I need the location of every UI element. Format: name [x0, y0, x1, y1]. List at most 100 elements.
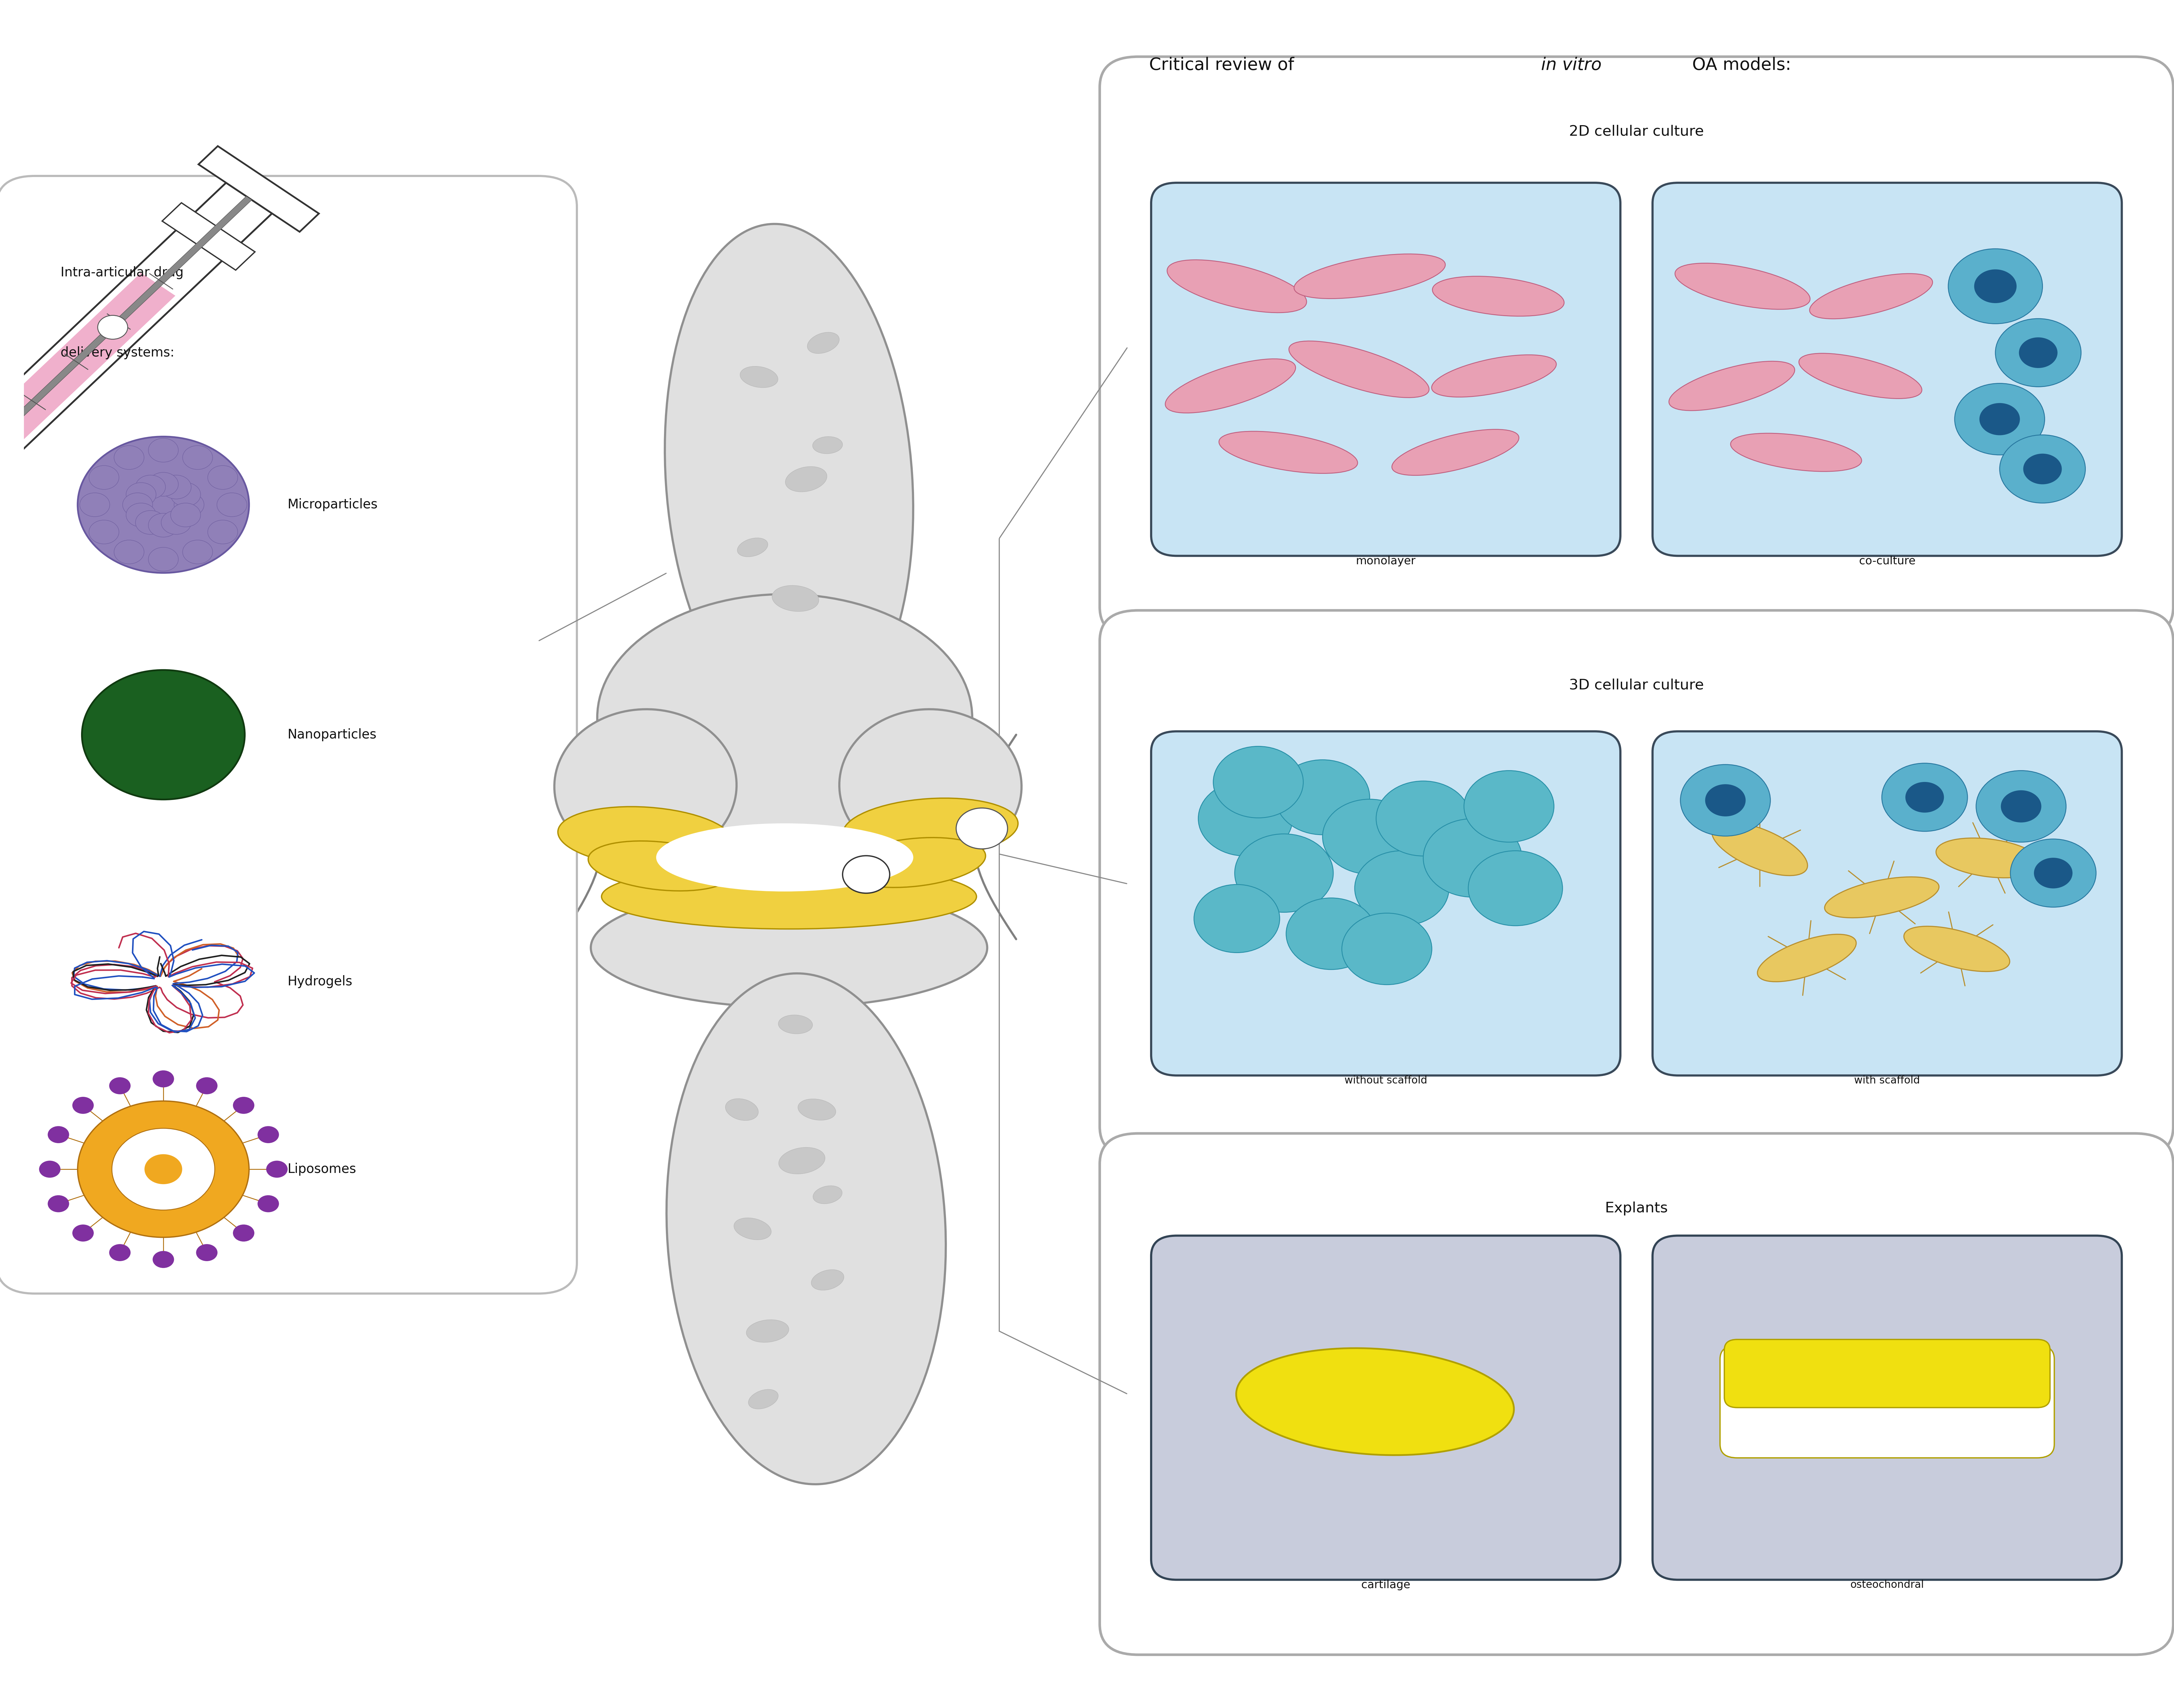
Circle shape [209, 466, 237, 490]
Ellipse shape [798, 1098, 835, 1120]
Text: monolayer: monolayer [1357, 555, 1415, 567]
Circle shape [183, 446, 213, 470]
Circle shape [109, 1078, 130, 1095]
FancyBboxPatch shape [1724, 1339, 2050, 1407]
Circle shape [1954, 383, 2046, 454]
Circle shape [48, 1196, 70, 1213]
Ellipse shape [1670, 360, 1796, 410]
Ellipse shape [778, 1148, 824, 1173]
Circle shape [1463, 770, 1554, 842]
Circle shape [1354, 851, 1450, 926]
Circle shape [2035, 857, 2072, 888]
Text: Intra-articular drug: Intra-articular drug [61, 266, 183, 280]
Circle shape [152, 1071, 174, 1088]
Circle shape [2011, 839, 2096, 907]
Circle shape [152, 1250, 174, 1267]
Circle shape [48, 1126, 70, 1143]
Circle shape [2000, 436, 2085, 504]
Ellipse shape [737, 538, 767, 557]
Circle shape [72, 1225, 93, 1242]
Ellipse shape [1391, 429, 1520, 475]
Ellipse shape [602, 864, 976, 929]
Circle shape [148, 514, 178, 536]
Circle shape [1198, 781, 1294, 856]
Circle shape [1376, 781, 1470, 856]
Polygon shape [0, 196, 252, 487]
Ellipse shape [667, 974, 946, 1484]
Circle shape [2024, 454, 2061, 485]
Circle shape [170, 504, 200, 526]
Text: 2D cellular culture: 2D cellular culture [1570, 125, 1704, 138]
Circle shape [1341, 914, 1433, 986]
FancyBboxPatch shape [1100, 56, 2174, 637]
Circle shape [1976, 770, 2065, 842]
Ellipse shape [559, 806, 733, 868]
Circle shape [1681, 765, 1770, 837]
Ellipse shape [1289, 342, 1428, 398]
Circle shape [257, 1196, 278, 1213]
Ellipse shape [1904, 926, 2009, 972]
Circle shape [89, 466, 120, 490]
Polygon shape [0, 183, 272, 500]
Ellipse shape [772, 586, 820, 611]
Polygon shape [0, 273, 176, 454]
Ellipse shape [1937, 839, 2041, 878]
Ellipse shape [589, 840, 733, 892]
Text: OA models:: OA models: [1687, 56, 1791, 73]
Circle shape [1235, 834, 1333, 912]
Circle shape [1974, 270, 2017, 302]
Ellipse shape [1824, 876, 1939, 917]
Circle shape [98, 316, 128, 340]
Circle shape [233, 1225, 254, 1242]
Circle shape [1194, 885, 1280, 953]
Ellipse shape [1294, 254, 1446, 299]
Circle shape [170, 483, 200, 507]
Ellipse shape [657, 823, 913, 892]
FancyBboxPatch shape [1652, 731, 2122, 1076]
Text: Liposomes: Liposomes [287, 1163, 357, 1175]
Circle shape [1287, 898, 1376, 970]
Ellipse shape [1433, 277, 1563, 316]
Text: osteochondral: osteochondral [1850, 1580, 1924, 1590]
Circle shape [957, 808, 1007, 849]
Ellipse shape [665, 224, 913, 734]
Ellipse shape [1731, 434, 1861, 471]
Ellipse shape [811, 1269, 844, 1290]
Text: without scaffold: without scaffold [1344, 1076, 1426, 1086]
Circle shape [1704, 784, 1746, 816]
Circle shape [113, 446, 143, 470]
Circle shape [1948, 249, 2044, 325]
Circle shape [2000, 791, 2041, 823]
FancyBboxPatch shape [1152, 1235, 1620, 1580]
Circle shape [83, 670, 246, 799]
Ellipse shape [1165, 359, 1296, 413]
Circle shape [1276, 760, 1370, 835]
Circle shape [844, 856, 889, 893]
Ellipse shape [813, 437, 844, 454]
Ellipse shape [1757, 934, 1857, 982]
Ellipse shape [598, 594, 972, 842]
Polygon shape [163, 203, 254, 270]
Ellipse shape [735, 1218, 772, 1240]
FancyBboxPatch shape [1152, 183, 1620, 555]
Text: in vitro: in vitro [1541, 56, 1602, 73]
Ellipse shape [1237, 1348, 1513, 1455]
FancyBboxPatch shape [1720, 1346, 2054, 1459]
Ellipse shape [591, 888, 987, 1008]
Circle shape [196, 1243, 217, 1261]
Circle shape [111, 1129, 215, 1209]
Circle shape [135, 475, 165, 499]
Text: with scaffold: with scaffold [1854, 1076, 1920, 1086]
Circle shape [1996, 319, 2081, 386]
Circle shape [257, 1126, 278, 1143]
Text: Nanoparticles: Nanoparticles [287, 728, 376, 741]
Ellipse shape [844, 798, 1017, 859]
Ellipse shape [1167, 260, 1307, 313]
Circle shape [233, 1097, 254, 1114]
Circle shape [113, 540, 143, 564]
Ellipse shape [1711, 822, 1807, 876]
Circle shape [1467, 851, 1563, 926]
Ellipse shape [813, 1185, 841, 1204]
Ellipse shape [1809, 273, 1933, 319]
Ellipse shape [554, 709, 737, 863]
